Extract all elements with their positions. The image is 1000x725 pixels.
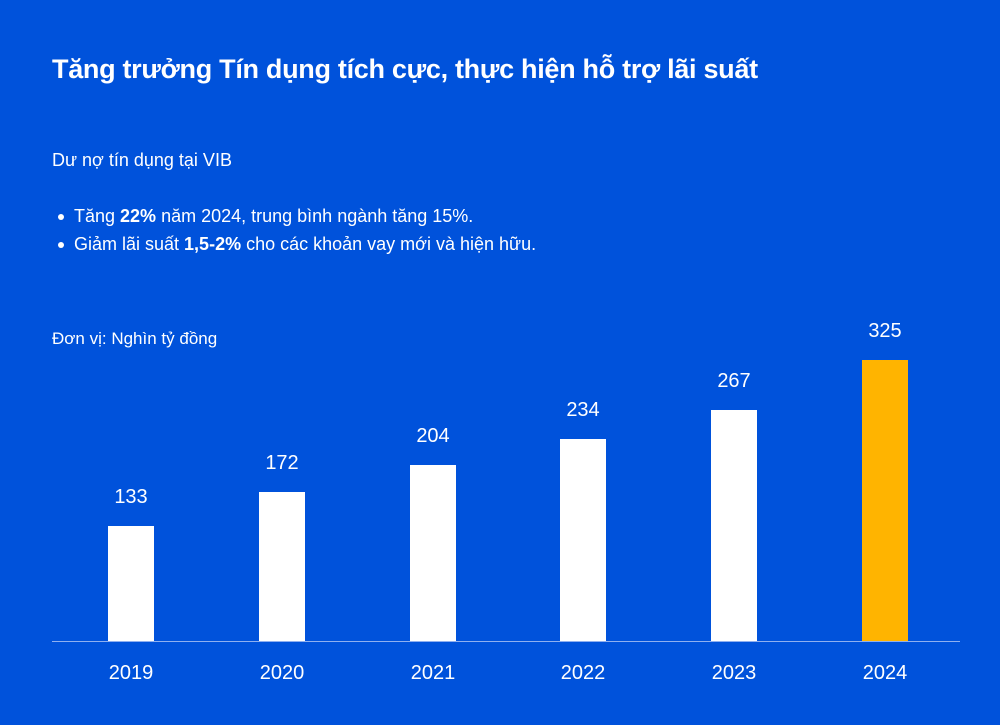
bullet-highlight: 1,5-2% [184, 234, 242, 254]
bar-value-label: 204 [416, 425, 450, 447]
bar-2020 [259, 492, 305, 641]
bar-value-label: 267 [717, 370, 751, 392]
x-axis-line [52, 641, 960, 642]
bar-value-label: 172 [265, 452, 299, 474]
bar-value-label: 325 [868, 320, 902, 342]
x-tick-label: 2020 [259, 662, 305, 684]
bar-2021 [410, 465, 456, 641]
bar-2023 [711, 410, 757, 641]
x-tick-label: 2019 [108, 662, 154, 684]
bar-value-label: 234 [566, 399, 600, 421]
unit-label: Đơn vị: Nghìn tỷ đồng [52, 329, 218, 348]
x-tick-label: 2021 [410, 662, 456, 684]
bar-2022 [560, 439, 606, 641]
x-tick-label: 2024 [862, 662, 908, 684]
bullet-highlight: 22% [120, 206, 157, 226]
bullet-item: Giảm lãi suất 1,5-2% cho các khoản vay m… [52, 230, 536, 258]
x-tick-label: 2023 [711, 662, 757, 684]
chart-subtitle: Dư nợ tín dụng tại VIB [52, 150, 232, 170]
chart-title: Tăng trưởng Tín dụng tích cực, thực hiện… [52, 54, 758, 84]
x-tick-label: 2022 [560, 662, 606, 684]
bar-value-label: 133 [114, 486, 148, 508]
bullet-item: Tăng 22% năm 2024, trung bình ngành tăng… [52, 202, 536, 230]
bullet-list: Tăng 22% năm 2024, trung bình ngành tăng… [52, 202, 536, 258]
bar-2024 [862, 360, 908, 641]
bar-2019 [108, 526, 154, 641]
